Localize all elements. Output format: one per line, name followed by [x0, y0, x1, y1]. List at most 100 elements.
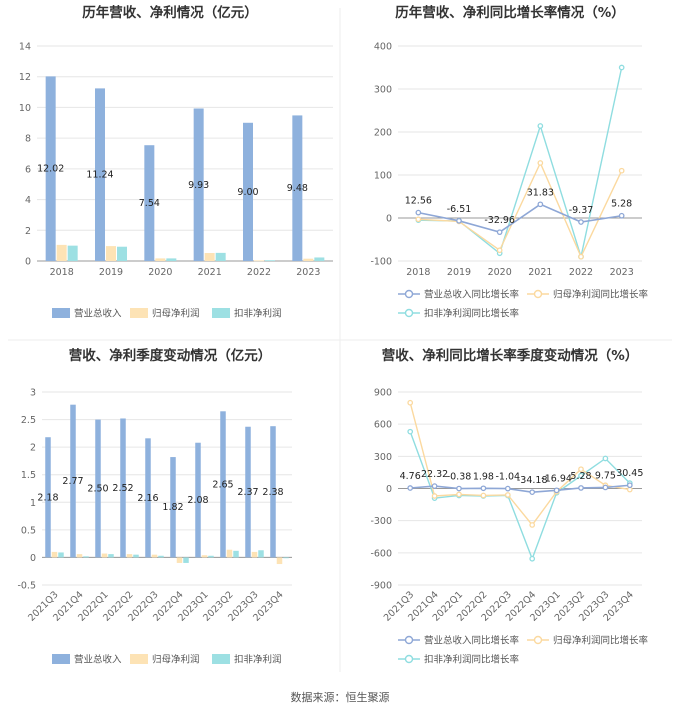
annual-line-data-label: -6.51 [447, 204, 472, 215]
quarter-bar-bar-1 [276, 557, 283, 565]
quarter-line-ytick-label: 600 [374, 420, 392, 431]
quarter-bar-bar-0 [45, 437, 51, 558]
quarter-line-legend-label: 营业总收入同比增长率 [424, 635, 520, 647]
annual-line-point-1 [578, 253, 584, 260]
annual-bar-ytick-label: 12 [19, 72, 31, 83]
quarter-bar-legend-swatch [130, 654, 148, 664]
quarter-bar-ytick-label: 2.5 [21, 415, 36, 426]
annual-bar-ytick-label: 6 [25, 164, 31, 175]
quarter-bar-bar-2 [233, 550, 239, 558]
quarter-line-data-label: 1.98 [473, 471, 494, 482]
quarter-line-point-0 [578, 485, 584, 491]
annual-line-point-2 [618, 64, 625, 71]
quarter-line-data-label: -0.38 [447, 472, 472, 483]
annual-bar-bar-2 [314, 257, 325, 261]
annual-line-ytick-label: 400 [374, 42, 392, 53]
quarter-bar-ytick-label: 0 [30, 553, 36, 564]
annual-bar-bar-0 [292, 115, 303, 262]
annual-bar-data-label: 7.54 [139, 198, 160, 209]
quarter-line-ytick-label: -900 [370, 581, 392, 592]
quarter-bar-bar-2 [83, 556, 89, 558]
annual-bar-legend-label: 扣非净利润 [234, 308, 282, 320]
annual-line-xtick-label: 2019 [447, 267, 471, 278]
annual-bar-bar-2 [166, 258, 177, 261]
annual-line-ytick-label: -100 [370, 257, 392, 268]
annual-bar-bar-0 [95, 88, 105, 261]
annual-bar-legend-swatch [212, 308, 230, 318]
quarter-line-data-label: 5.28 [570, 471, 591, 482]
quarter-line-point-2 [407, 428, 414, 435]
quarter-bar-bar-2 [208, 555, 214, 558]
annual-line-point-0 [496, 229, 503, 236]
quarter-bar-bar-1 [51, 551, 58, 558]
quarter-bar-bar-2 [58, 552, 64, 558]
quarter-line-legend-label: 归母净利润同比增长率 [553, 635, 649, 647]
annual-bar-ytick-label: 2 [25, 226, 31, 237]
quarter-line-title: 营收、净利同比增长率季度变动情况（%） [382, 347, 639, 364]
quarter-line-legend-label: 扣非净利润同比增长率 [424, 654, 520, 666]
annual-bar-bar-2 [117, 246, 127, 261]
quarter-bar-data-label: 2.37 [237, 487, 258, 498]
annual-line-point-0 [618, 212, 625, 219]
quarter-line-ytick-label: -600 [370, 548, 392, 559]
annual-bar-group: 历年营收、净利情况（亿元） 0 2 4 6 8 10 12 14 2018 2019 2020 2021… [19, 4, 333, 320]
annual-bar-data-label: 12.02 [37, 164, 64, 175]
quarter-bar-bar-0 [270, 426, 276, 558]
quarter-bar-bar-1 [76, 554, 83, 558]
annual-bar-xtick-label: 2020 [148, 267, 172, 278]
annual-line-ytick-label: 200 [374, 128, 392, 139]
quarter-line-point-0 [431, 483, 438, 489]
quarter-line-point-0 [456, 485, 462, 492]
quarter-bar-group: 营收、净利季度变动情况（亿元）-0.500.511.522.532021Q320… [17, 347, 292, 666]
quarter-line-group: 营收、净利同比增长率季度变动情况（%） -900 -600 -300 0 300 600 90… [370, 347, 648, 666]
quarter-line-point-0 [407, 485, 414, 491]
annual-bar-legend-label: 营业总收入 [74, 308, 122, 320]
quarter-line-series-line-1 [409, 402, 630, 527]
quarter-bar-ytick-label: 0.5 [21, 525, 36, 536]
annual-bar-bar-0 [193, 108, 204, 261]
quarter-bar-data-label: 2.38 [262, 487, 283, 498]
quarter-line-point-0 [529, 489, 536, 496]
annual-bar-data-label: 9.48 [287, 183, 308, 194]
quarter-bar-legend-label: 营业总收入 [74, 654, 122, 666]
annual-line-legend-label: 归母净利润同比增长率 [553, 289, 649, 301]
annual-bar-ytick-label: 0 [25, 257, 31, 268]
annual-line-legend-marker [404, 308, 414, 318]
annual-line-group: 历年营收、净利同比增长率情况（%） -100 0 100 200 300 400 2018 20… [370, 4, 648, 320]
quarter-bar-bar-0 [70, 404, 76, 558]
annual-line-point-0 [456, 217, 462, 224]
quarter-line-legend-marker [404, 635, 414, 645]
annual-bar-ytick-label: 8 [25, 134, 31, 145]
annual-line-point-1 [415, 216, 422, 223]
quarter-bar-bar-0 [220, 411, 226, 558]
quarter-bar-ytick-label: 2 [30, 443, 36, 454]
data-source-note: 数据来源：恒生聚源 [290, 691, 390, 704]
quarter-bar-bar-2 [283, 557, 289, 559]
annual-bar-bar-0 [45, 76, 56, 262]
quarter-line-point-1 [456, 491, 462, 498]
quarter-bar-legend-label: 扣非净利润 [234, 654, 282, 666]
annual-line-point-1 [537, 160, 544, 166]
annual-bar-ytick-label: 14 [19, 42, 31, 53]
annual-line-legend-marker [404, 289, 414, 299]
quarter-line-point-1 [431, 493, 438, 499]
annual-line-series-line-0 [418, 203, 622, 234]
quarter-line-point-1 [529, 522, 536, 528]
quarter-bar-ytick-label: 1.5 [21, 470, 36, 481]
annual-bar-bar-1 [56, 244, 67, 261]
annual-bar-bar-1 [106, 246, 116, 261]
annual-line-data-label: 31.83 [527, 187, 554, 198]
quarter-bar-bar-0 [145, 438, 151, 558]
quarter-bar-ytick-label: 1 [30, 498, 36, 509]
annual-line-data-label: -9.37 [569, 205, 594, 216]
quarter-line-data-label: 30.45 [616, 468, 643, 479]
quarter-line-data-label: -34.18 [517, 475, 548, 486]
quarter-bar-bar-0 [95, 419, 101, 558]
quarter-bar-bar-1 [151, 554, 158, 558]
annual-bar-legend-swatch [52, 308, 70, 318]
annual-bar-bar-1 [254, 260, 264, 262]
quarter-line-legend-marker [533, 635, 543, 645]
annual-line-point-2 [537, 123, 544, 129]
annual-bar-title: 历年营收、净利情况（亿元） [82, 4, 258, 21]
quarter-bar-bar-1 [101, 553, 108, 558]
